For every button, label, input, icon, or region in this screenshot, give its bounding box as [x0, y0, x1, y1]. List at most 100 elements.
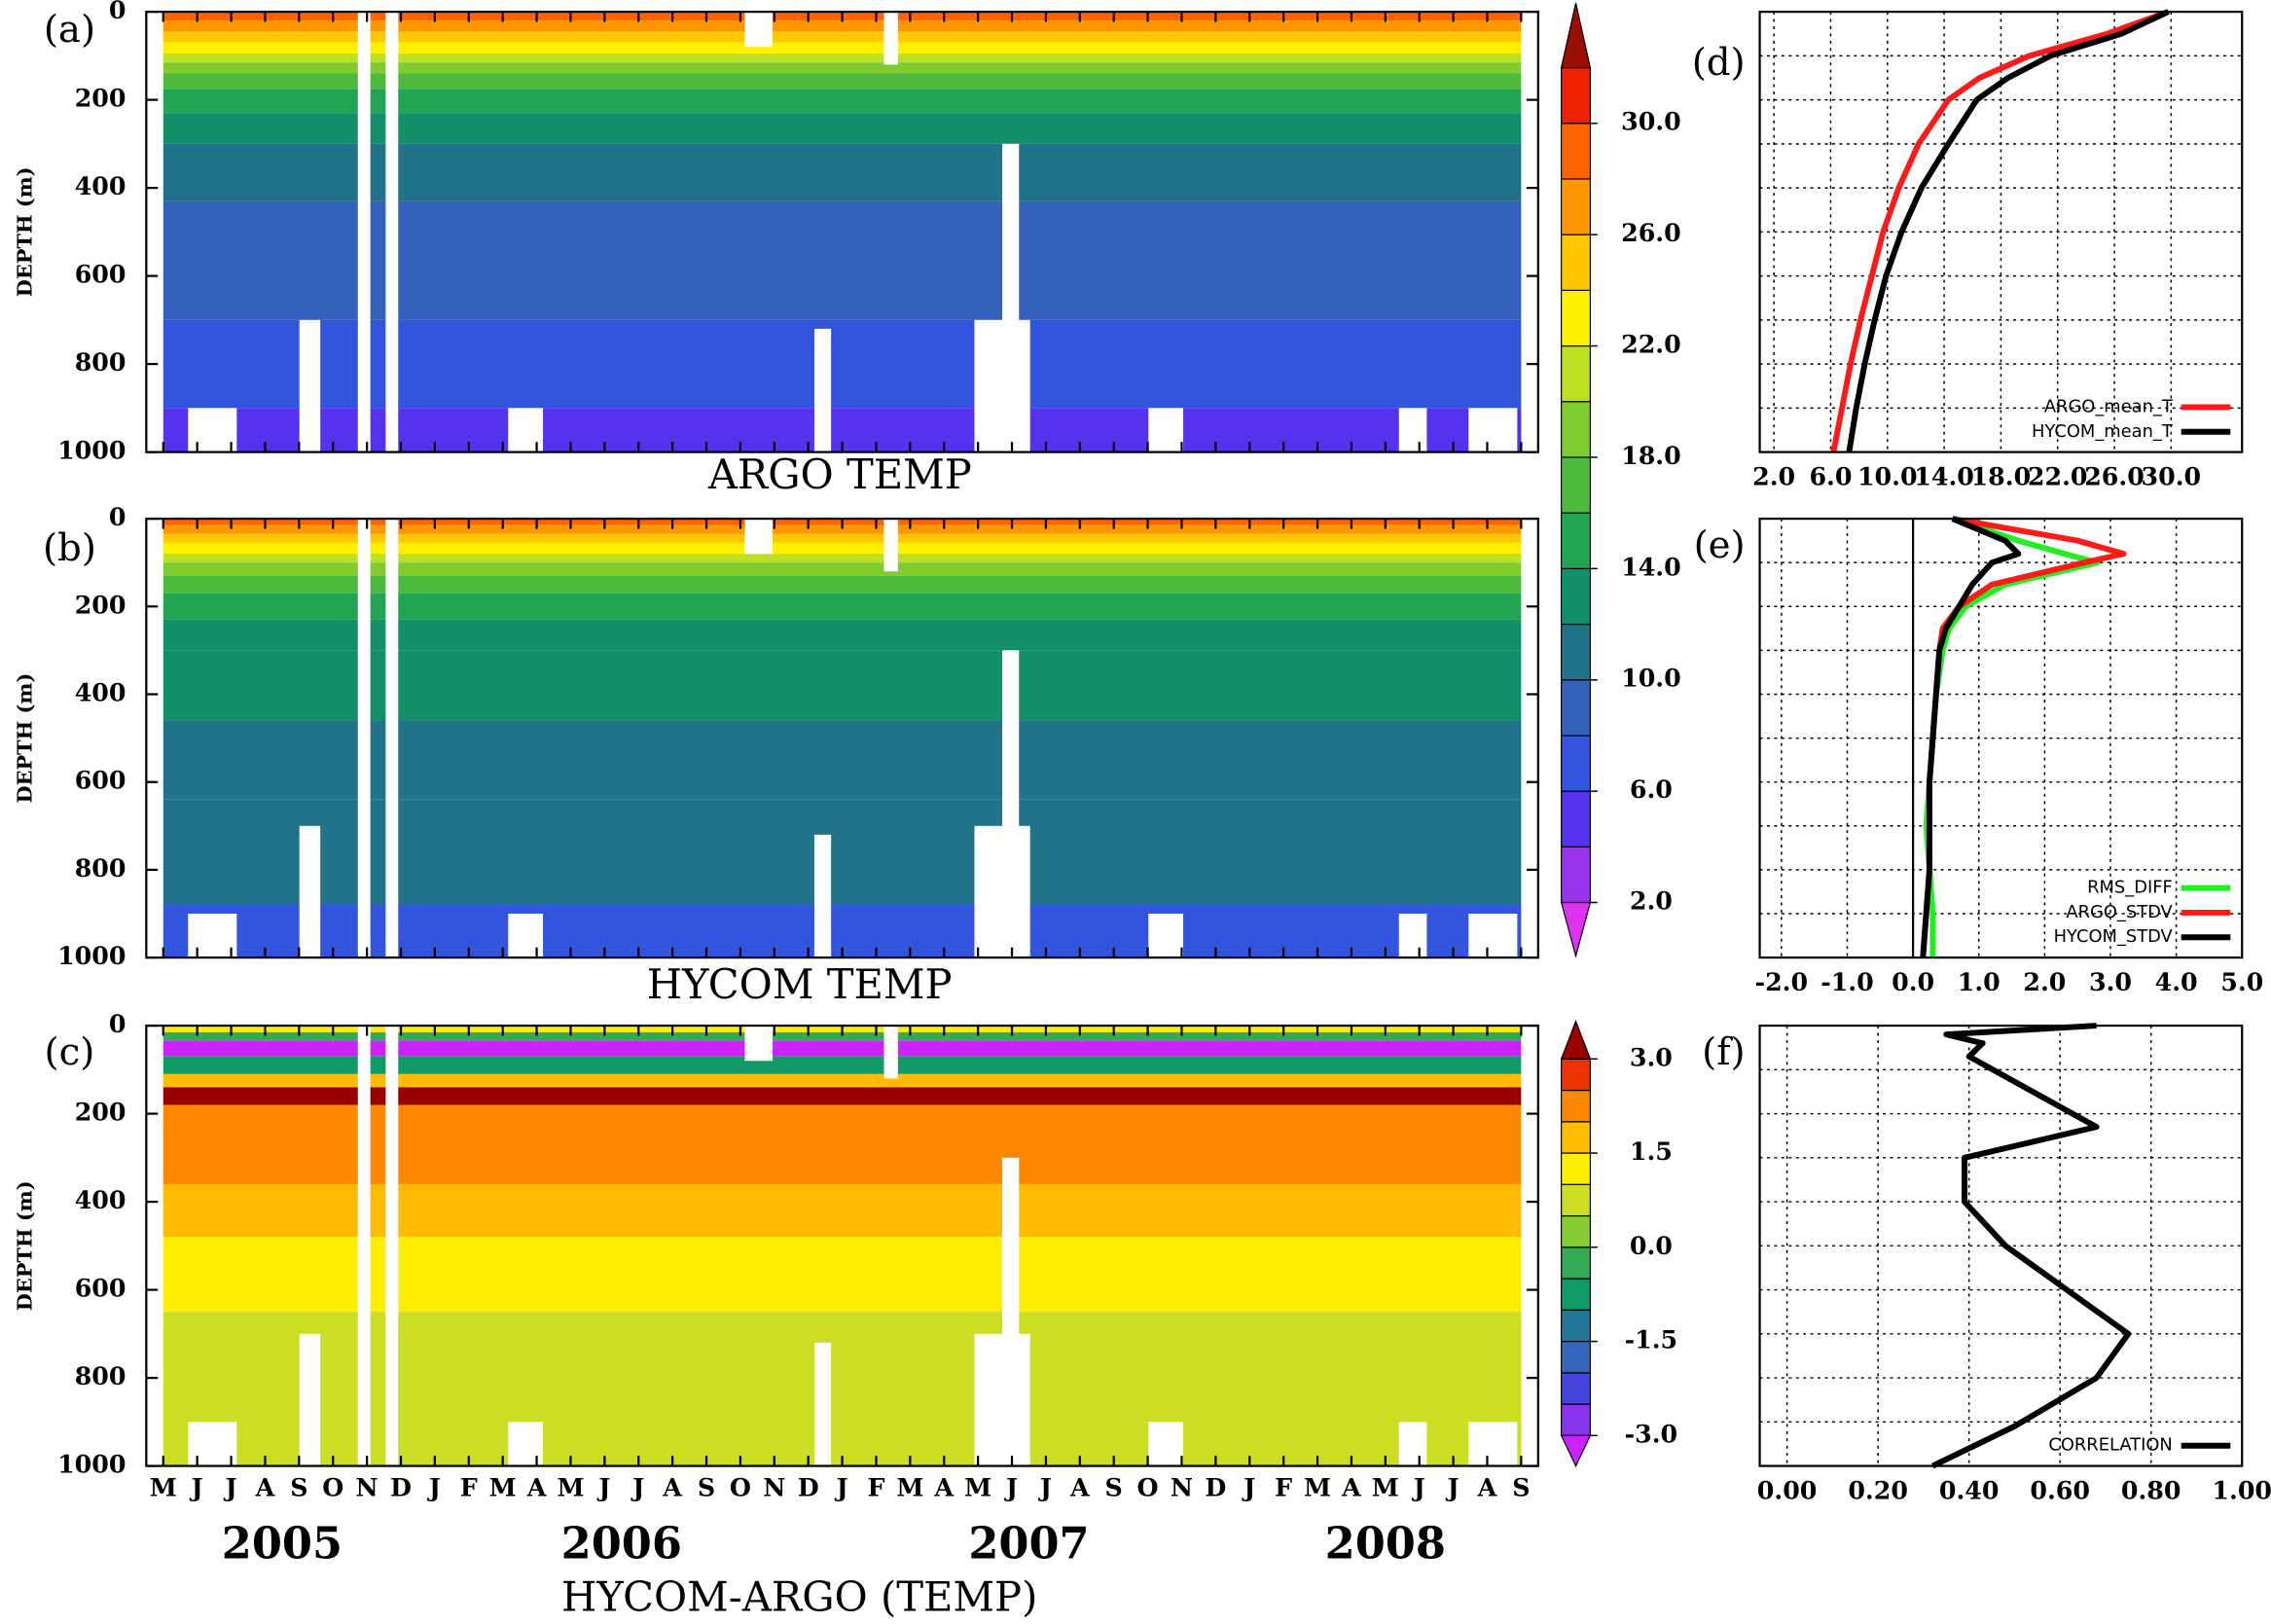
legend-label: ARGO_mean_T: [2044, 396, 2173, 416]
x-tick-label: O: [730, 1472, 751, 1501]
x-tick-label: J: [224, 1472, 237, 1501]
missing-data: [883, 12, 898, 65]
x-tick-label: F: [460, 1472, 478, 1501]
x-tick-label: O: [322, 1472, 343, 1501]
x-tick-label: A: [1069, 1472, 1090, 1501]
legend-label: CORRELATION: [2048, 1435, 2172, 1456]
x-tick-label: J: [1004, 1472, 1018, 1501]
missing-data: [385, 519, 399, 958]
missing-data: [1148, 1422, 1184, 1466]
plot-frame: [1758, 517, 2244, 959]
x-tick-label: -2.0: [1755, 967, 1809, 996]
missing-data: [883, 1026, 898, 1079]
colorbar-tick-label: 6.0: [1630, 775, 1673, 804]
x-tick-label: J: [1412, 1472, 1425, 1501]
missing-data: [1398, 408, 1427, 452]
colorbar-bin: [1561, 1089, 1591, 1123]
colorbar-bin: [1561, 567, 1591, 626]
x-tick-label: M: [150, 1472, 177, 1501]
colorbar-tick-label: 22.0: [1621, 330, 1681, 359]
line-series: [1930, 1023, 2132, 1469]
contour-band: [162, 1056, 1522, 1074]
contour-band: [162, 562, 1522, 576]
y-tick-label: 0: [109, 502, 126, 531]
y-tick-label: 200: [75, 1098, 126, 1127]
x-tick-label: S: [698, 1472, 715, 1501]
x-tick-label: 6.0: [1809, 461, 1852, 490]
colorbar-bin: [1561, 1246, 1591, 1280]
missing-data: [299, 319, 321, 452]
panel-label: (b): [43, 526, 96, 570]
legend-label: ARGO_STDV: [2066, 902, 2173, 922]
colorbar-tick-label: 3.0: [1630, 1042, 1673, 1071]
x-tick-label: 2.0: [1752, 461, 1795, 490]
x-tick-label: 1.0: [1958, 967, 2001, 996]
colorbar-bin: [1561, 623, 1591, 681]
missing-data: [813, 1342, 832, 1466]
colorbar-bin: [1561, 1278, 1591, 1311]
x-tick-label: S: [290, 1472, 307, 1501]
missing-data: [357, 12, 371, 452]
year-label: 2006: [561, 1517, 682, 1569]
colorbar-bin: [1561, 1152, 1591, 1185]
colorbar-bin: [1561, 846, 1591, 904]
y-tick-label: 200: [75, 590, 126, 619]
panel-label: (c): [45, 1030, 95, 1074]
colorbar-tick-label: 18.0: [1621, 441, 1681, 470]
y-tick-label: 600: [75, 766, 126, 795]
y-axis-label: DEPTH (m): [12, 673, 36, 804]
y-tick-label: 1000: [57, 436, 126, 465]
colorbar-tick-label: 0.0: [1630, 1231, 1673, 1260]
x-tick-label: D: [1205, 1472, 1226, 1501]
colorbar-bin: [1561, 234, 1591, 291]
colorbar-tick-label: 26.0: [1621, 218, 1681, 247]
x-tick-label: 30.0: [2142, 461, 2202, 490]
missing-data: [744, 519, 774, 555]
missing-data: [188, 913, 237, 958]
x-tick-label: A: [1477, 1472, 1497, 1501]
plot-frame: [1758, 10, 2244, 453]
x-tick-label: A: [933, 1472, 954, 1501]
colorbar-bin: [1561, 1214, 1591, 1248]
x-tick-label: O: [1137, 1472, 1159, 1501]
x-tick-label: 0.60: [2030, 1475, 2090, 1504]
colorbar-extension: [1560, 901, 1592, 958]
missing-data: [357, 519, 371, 958]
x-tick-label: M: [964, 1472, 991, 1501]
missing-data: [1468, 1422, 1518, 1466]
x-tick-label: J: [631, 1472, 644, 1501]
contour-band: [162, 31, 1522, 43]
missing-data: [385, 1026, 399, 1466]
x-tick-label: F: [1275, 1472, 1292, 1501]
colorbar-extension: [1560, 3, 1592, 69]
x-tick-label: 18.0: [1971, 461, 2032, 490]
colorbar-bin: [1561, 401, 1591, 458]
line-series: [1920, 516, 2022, 958]
legend-label: HYCOM_mean_T: [2032, 421, 2173, 442]
y-tick-label: 200: [75, 84, 126, 113]
x-tick-label: J: [1446, 1472, 1460, 1501]
missing-data: [744, 1026, 774, 1062]
panel-title: HYCOM TEMP: [647, 960, 953, 1008]
missing-data: [1468, 408, 1518, 452]
x-tick-label: -1.0: [1820, 967, 1874, 996]
x-tick-label: J: [1242, 1472, 1255, 1501]
missing-data: [299, 825, 321, 958]
missing-data: [744, 12, 774, 48]
contour-band: [162, 1031, 1522, 1041]
panel-label: (d): [1692, 41, 1746, 85]
colorbar-bin: [1561, 178, 1591, 235]
x-tick-label: 0.40: [1939, 1475, 2000, 1504]
colorbar-tick-label: 10.0: [1621, 664, 1681, 693]
y-tick-label: 800: [75, 1361, 126, 1390]
x-tick-label: D: [798, 1472, 819, 1501]
x-tick-label: 2.0: [2023, 967, 2066, 996]
x-tick-label: 4.0: [2155, 967, 2198, 996]
colorbar-bin: [1561, 1058, 1591, 1092]
x-tick-label: 5.0: [2220, 967, 2263, 996]
x-tick-label: A: [662, 1472, 682, 1501]
colorbar-bin: [1561, 1121, 1591, 1154]
missing-data: [1398, 913, 1427, 958]
x-tick-label: 3.0: [2089, 967, 2132, 996]
